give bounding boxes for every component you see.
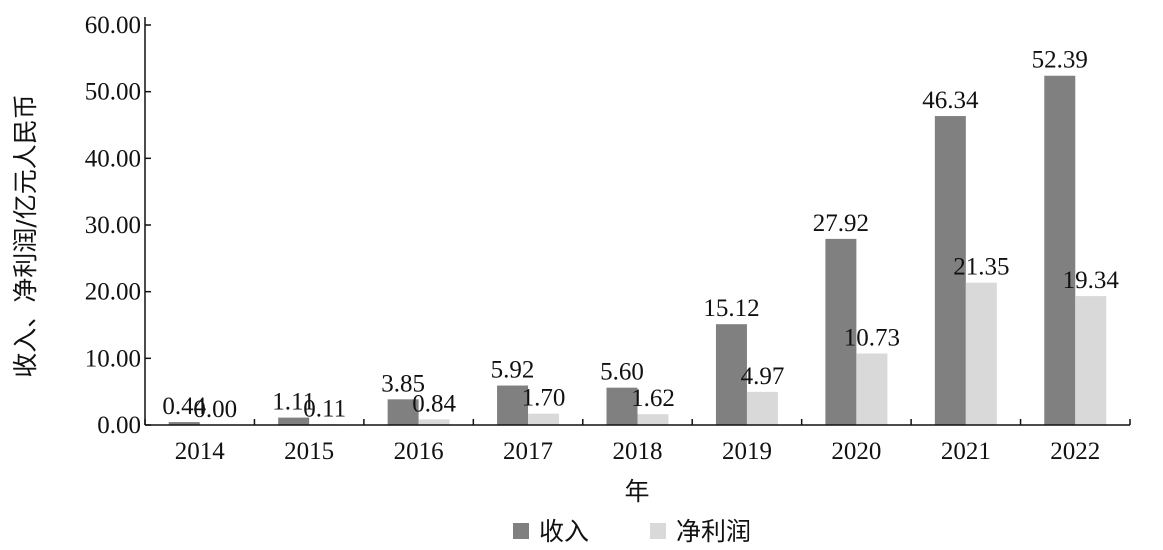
net-profit-bar: [1075, 296, 1107, 425]
net-profit-data-label: 4.97: [741, 363, 785, 390]
x-axis-title: 年: [624, 477, 649, 506]
revenue-data-label: 15.12: [703, 295, 759, 322]
revenue-bar: [934, 116, 966, 426]
x-axis-ticks: 2014 2015 2016 2017 2018 2019 2020 2021 2022: [144, 419, 1131, 465]
net-profit-data-label: 1.62: [631, 385, 675, 412]
legend-swatch: [513, 523, 529, 539]
net-profit-data-label: 10.73: [844, 324, 900, 351]
y-tick-label: 10.00: [85, 345, 141, 372]
revenue-bar: [497, 385, 529, 425]
revenue-data-label: 5.92: [491, 357, 535, 384]
revenue-bar: [278, 417, 310, 425]
bars-group: [168, 75, 1107, 426]
x-tick-label: 2018: [613, 438, 663, 465]
net-profit-data-label: 1.70: [522, 385, 566, 412]
y-axis-title: 收入、净利润/亿元人民币: [11, 94, 40, 377]
x-tick-label: 2019: [722, 438, 772, 465]
net-profit-data-label: 21.35: [953, 254, 1009, 281]
revenue-data-label: 3.85: [381, 370, 425, 397]
revenue-bar: [1044, 75, 1076, 425]
y-tick-label: 20.00: [85, 279, 141, 306]
revenue-data-label: 46.34: [922, 87, 979, 114]
revenue-bar: [606, 387, 638, 425]
revenue-bar: [715, 324, 747, 425]
x-tick-label: 2020: [831, 438, 881, 465]
net-profit-data-label: 0.00: [193, 396, 237, 423]
y-tick-label: 40.00: [85, 145, 141, 172]
net-profit-bar: [965, 282, 997, 425]
net-profit-bar: [637, 414, 669, 425]
net-profit-data-label: 0.11: [303, 395, 346, 422]
net-profit-bar: [856, 353, 888, 425]
x-tick-label: 2022: [1050, 438, 1100, 465]
net-profit-data-label: 19.34: [1063, 267, 1120, 294]
x-tick-label: 2016: [394, 438, 444, 465]
legend-swatch: [650, 523, 666, 539]
revenue-data-label: 0.44: [162, 393, 206, 420]
y-tick-label: 60.00: [85, 12, 141, 39]
revenue-bar: [825, 238, 857, 425]
y-tick-label: 0.00: [97, 412, 141, 439]
legend: 收入 净利润: [513, 517, 751, 546]
x-tick-label: 2021: [941, 438, 991, 465]
revenue-data-label: 27.92: [813, 210, 869, 237]
plot-area: 0.44 1.11 3.85 5.92 5.60 15.12 27.92 46.34 52.39…: [85, 12, 1131, 465]
revenue-data-label: 1.11: [272, 389, 315, 416]
net-profit-bar: [528, 413, 560, 425]
net-profit-data-label: 0.84: [412, 390, 456, 417]
revenue-bar: [387, 399, 419, 425]
x-tick-label: 2017: [503, 438, 553, 465]
x-tick-label: 2015: [284, 438, 334, 465]
net-profit-bar: [746, 391, 778, 425]
legend-label: 收入: [539, 517, 589, 546]
legend-label: 净利润: [676, 517, 751, 546]
y-axis-ticks: 0.00 10.00 20.00 30.00 40.00 50.00 60.00: [85, 12, 151, 439]
revenue-bar: [168, 422, 200, 425]
data-labels-group: 0.44 1.11 3.85 5.92 5.60 15.12 27.92 46.34 52.39…: [162, 47, 1119, 423]
revenue-data-label: 52.39: [1032, 47, 1088, 74]
y-tick-label: 50.00: [85, 79, 141, 106]
revenue-data-label: 5.60: [600, 359, 644, 386]
net-profit-bar: [418, 419, 450, 425]
x-tick-label: 2014: [175, 438, 226, 465]
y-tick-label: 30.00: [85, 212, 141, 239]
